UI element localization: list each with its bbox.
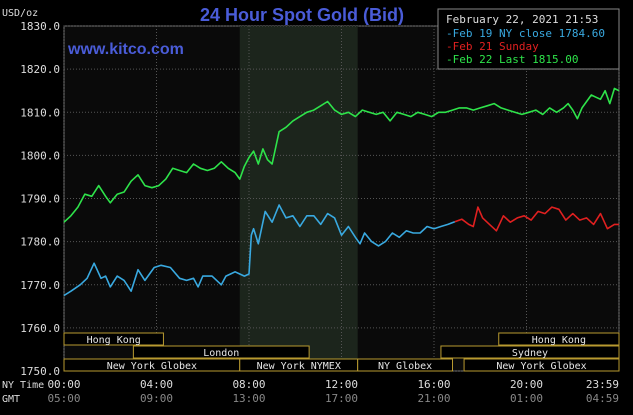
y-unit-label: USD/oz (2, 8, 38, 19)
chart-title: 24 Hour Spot Gold (Bid) (200, 5, 404, 25)
market-session-label: New York Globex (496, 361, 586, 372)
y-tick-label: 1760.0 (20, 322, 60, 335)
x-tick-label-gmt: 01:00 (510, 392, 543, 405)
x-row-label-ny: NY Time (2, 380, 44, 391)
x-tick-label-gmt: 21:00 (417, 392, 450, 405)
chart-datetime: February 22, 2021 21:53 (446, 13, 598, 26)
x-tick-label-ny: 23:59 (586, 378, 619, 391)
y-tick-label: 1820.0 (20, 63, 60, 76)
website-label: www.kitco.com (67, 41, 184, 58)
x-tick-label-ny: 16:00 (417, 378, 450, 391)
market-session-label: Hong Kong (87, 335, 141, 346)
series-line (63, 87, 620, 223)
x-tick-label-ny: 00:00 (47, 378, 80, 391)
series-line (454, 206, 619, 232)
x-tick-label-ny: 08:00 (232, 378, 265, 391)
y-tick-label: 1780.0 (20, 236, 60, 249)
x-tick-label-gmt: 09:00 (140, 392, 173, 405)
y-tick-label: 1790.0 (20, 193, 60, 206)
market-sessions: Hong Kong Hong Kong London Sydney New York G… (63, 332, 620, 372)
market-session-label: Sydney (512, 348, 548, 359)
x-tick-label-gmt: 04:59 (586, 392, 619, 405)
y-tick-label: 1800.0 (20, 149, 60, 162)
y-tick-label: 1770.0 (20, 279, 60, 292)
market-session-label: Hong Kong (532, 335, 586, 346)
y-axis: 1830.0 1820.0 1810.0 1800.0 1790.0 1780.0 1770… (20, 20, 60, 378)
market-session-label: NY Globex (378, 361, 432, 372)
market-session-box (498, 332, 620, 346)
market-session-box (463, 358, 620, 372)
market-session-box (440, 345, 620, 359)
x-tick-label-ny: 04:00 (140, 378, 173, 391)
x-row-label-gmt: GMT (2, 394, 20, 405)
y-tick-label: 1810.0 (20, 106, 60, 119)
market-session-label: London (203, 348, 239, 359)
x-tick-label-gmt: 13:00 (232, 392, 265, 405)
x-tick-label-ny: 12:00 (325, 378, 358, 391)
series-line (63, 204, 456, 297)
x-axis: 00:00 04:00 08:00 12:00 16:00 20:00 23:59 05:00… (2, 378, 619, 405)
legend-box (437, 8, 620, 70)
x-tick-label-gmt: 17:00 (325, 392, 358, 405)
series-layer (63, 87, 620, 297)
x-tick-label-ny: 20:00 (510, 378, 543, 391)
market-session-box (63, 332, 164, 346)
x-tick-label-gmt: 05:00 (47, 392, 80, 405)
market-session-label: New York NYMEX (257, 361, 341, 372)
y-tick-label: 1750.0 (20, 365, 60, 378)
market-session-box (357, 358, 453, 372)
legend-entry: -Feb 19 NY close 1784.60 (446, 27, 605, 40)
market-session-label: New York Globex (107, 361, 197, 372)
legend: February 22, 2021 21:53 -Feb 19 NY close… (437, 8, 620, 70)
legend-entry: -Feb 21 Sunday (446, 40, 539, 53)
legend-entry: -Feb 22 Last 1815.00 (446, 53, 578, 66)
y-tick-label: 1830.0 (20, 20, 60, 33)
market-session-box (132, 345, 310, 359)
